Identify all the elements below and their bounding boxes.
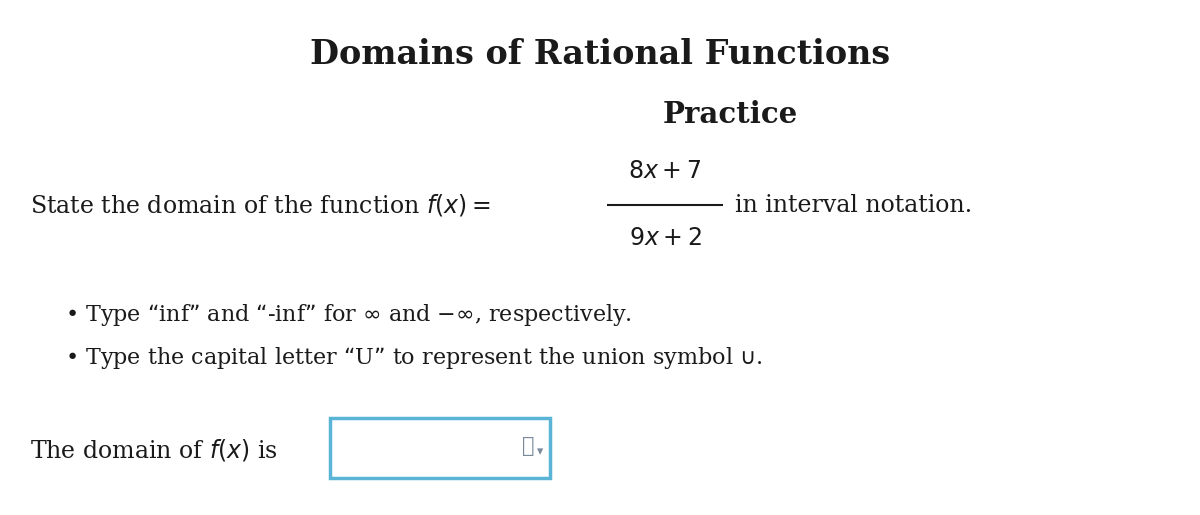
Text: • Type the capital letter “U” to represent the union symbol $\cup$.: • Type the capital letter “U” to represe… — [65, 345, 762, 371]
Text: Domains of Rational Functions: Domains of Rational Functions — [310, 38, 890, 71]
Text: $9x + 2$: $9x + 2$ — [629, 227, 701, 250]
Text: in interval notation.: in interval notation. — [734, 194, 972, 216]
FancyBboxPatch shape — [330, 418, 550, 478]
Text: $8x + 7$: $8x + 7$ — [629, 160, 702, 183]
Text: ▾: ▾ — [536, 445, 544, 458]
Text: Practice: Practice — [662, 100, 798, 129]
Text: • Type “inf” and “-inf” for $\infty$ and $-\infty$, respectively.: • Type “inf” and “-inf” for $\infty$ and… — [65, 302, 632, 328]
Text: The domain of $f(x)$ is: The domain of $f(x)$ is — [30, 437, 278, 463]
Text: State the domain of the function $f(x)=$: State the domain of the function $f(x)=$ — [30, 192, 491, 218]
Text: ✎: ✎ — [522, 437, 534, 455]
